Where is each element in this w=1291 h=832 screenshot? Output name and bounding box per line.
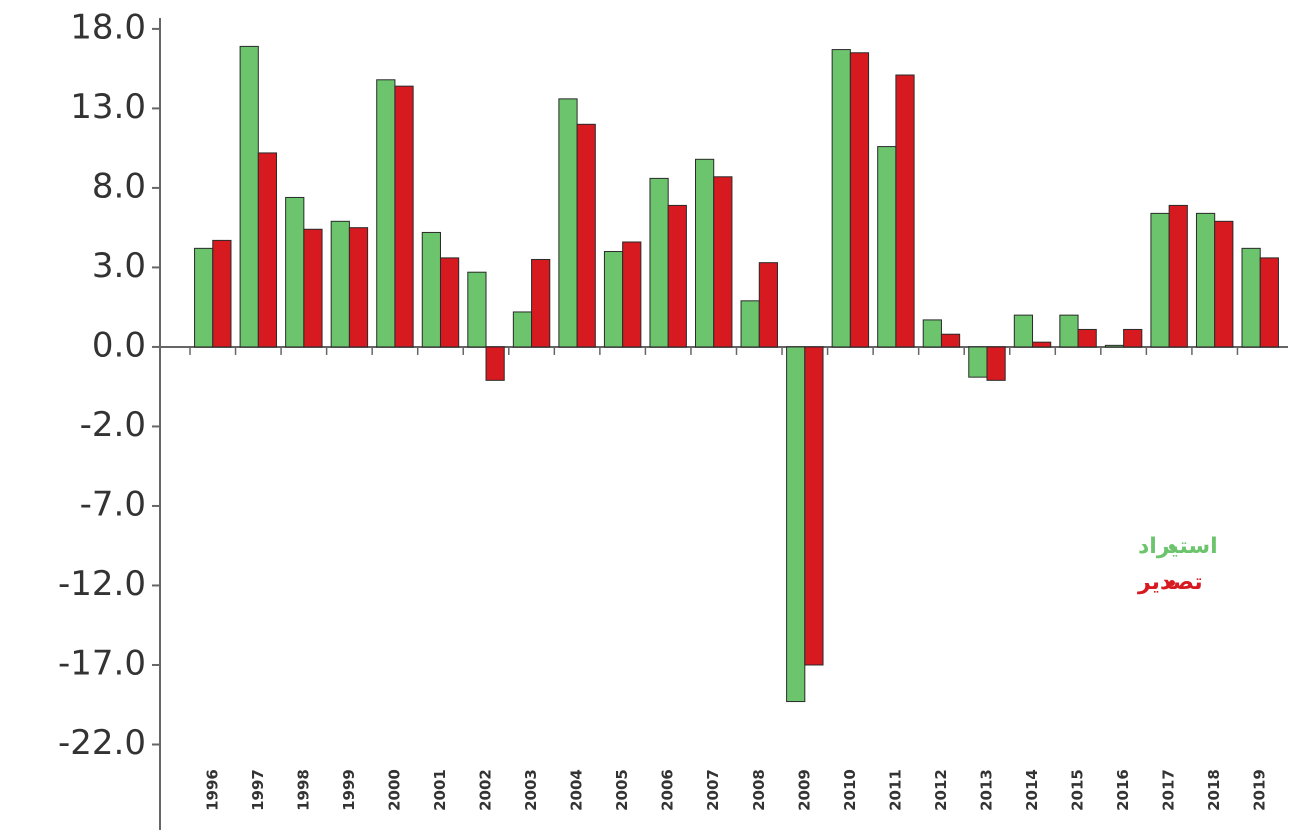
bar: [695, 158, 715, 348]
x-tick-label: 2007: [704, 769, 722, 811]
x-tick-label: 2015: [1069, 769, 1087, 811]
x-tick-label: 2003: [522, 769, 540, 811]
x-tick-label: 2011: [886, 769, 904, 811]
y-tick-label: -17.0: [58, 643, 146, 683]
bar: [285, 196, 305, 348]
bar: [558, 98, 578, 348]
bar: [786, 346, 806, 703]
bar: [1195, 212, 1216, 348]
y-tick-label: 18.0: [70, 7, 146, 47]
bar: [330, 220, 350, 348]
bar: [849, 52, 870, 348]
bar: [485, 346, 505, 381]
legend-label: استیراد: [1138, 534, 1218, 559]
x-tick-label: 2005: [613, 769, 631, 811]
bar: [1214, 220, 1234, 348]
x-tick-label: 2008: [750, 769, 768, 811]
bar: [877, 146, 897, 348]
bar: [239, 45, 259, 348]
x-tick-label: 2006: [659, 769, 677, 811]
bar: [257, 152, 278, 348]
bar: [740, 300, 760, 348]
x-tick-label: 2004: [568, 769, 586, 811]
bar: [376, 79, 396, 348]
bar: [1150, 212, 1170, 348]
y-tick-label: -22.0: [58, 723, 146, 763]
bar: [986, 346, 1006, 381]
bar: [1168, 204, 1188, 348]
bar: [394, 85, 414, 348]
bar: [467, 271, 487, 348]
legend-marker: [1169, 580, 1175, 586]
bar: [1104, 344, 1125, 348]
bar: [212, 239, 232, 348]
y-tick-label: -7.0: [80, 484, 146, 524]
bar: [531, 258, 551, 348]
y-tick-label: 3.0: [92, 246, 146, 286]
bar: [194, 247, 214, 348]
bar: [576, 123, 596, 348]
bar: [667, 204, 687, 348]
bar: [421, 231, 441, 348]
bar: [303, 228, 323, 348]
y-tick-label: -12.0: [58, 564, 146, 604]
x-tick-label: 2019: [1251, 769, 1269, 811]
bar: [622, 241, 642, 348]
x-tick-label: 1998: [294, 769, 312, 811]
bar: [895, 74, 915, 348]
bar: [348, 227, 369, 348]
bar: [713, 176, 733, 348]
x-tick-label: 2012: [932, 769, 950, 811]
x-tick-label: 2002: [477, 769, 495, 811]
y-tick-label: 13.0: [70, 87, 146, 127]
bar: [1241, 247, 1261, 348]
bar: [1059, 314, 1079, 348]
x-tick-label: 2010: [841, 769, 859, 811]
x-tick-label: 2016: [1114, 769, 1132, 811]
legend-marker: [1169, 544, 1175, 550]
bar: [804, 346, 824, 666]
y-tick-label: 0.0: [92, 325, 146, 365]
x-tick-label: 1997: [249, 769, 267, 811]
bar: [1077, 328, 1097, 348]
x-tick-label: 2001: [431, 769, 449, 811]
x-tick-label: 1996: [203, 769, 221, 811]
x-tick-label: 1999: [340, 769, 358, 811]
x-tick-label: 2013: [977, 769, 995, 811]
bar: [968, 346, 988, 378]
y-tick-label: -2.0: [80, 405, 146, 445]
bar: [922, 319, 942, 348]
bar: [439, 257, 460, 348]
bar: [1123, 328, 1143, 348]
y-tick-label: 8.0: [92, 166, 146, 206]
bar: [1259, 257, 1279, 348]
x-tick-label: 2018: [1205, 769, 1223, 811]
bar: [1013, 314, 1034, 348]
bar: [758, 262, 778, 348]
bar: [831, 49, 851, 348]
bar: [649, 177, 669, 348]
x-tick-label: 2009: [795, 769, 813, 811]
bar: [512, 311, 533, 348]
bar: [940, 333, 961, 348]
x-tick-label: 2014: [1023, 769, 1041, 811]
legend-label: تصدیر: [1137, 570, 1203, 595]
x-tick-label: 2000: [385, 769, 403, 811]
x-tick-label: 2017: [1160, 769, 1178, 811]
bar: [603, 251, 624, 348]
bar: [1032, 341, 1052, 348]
